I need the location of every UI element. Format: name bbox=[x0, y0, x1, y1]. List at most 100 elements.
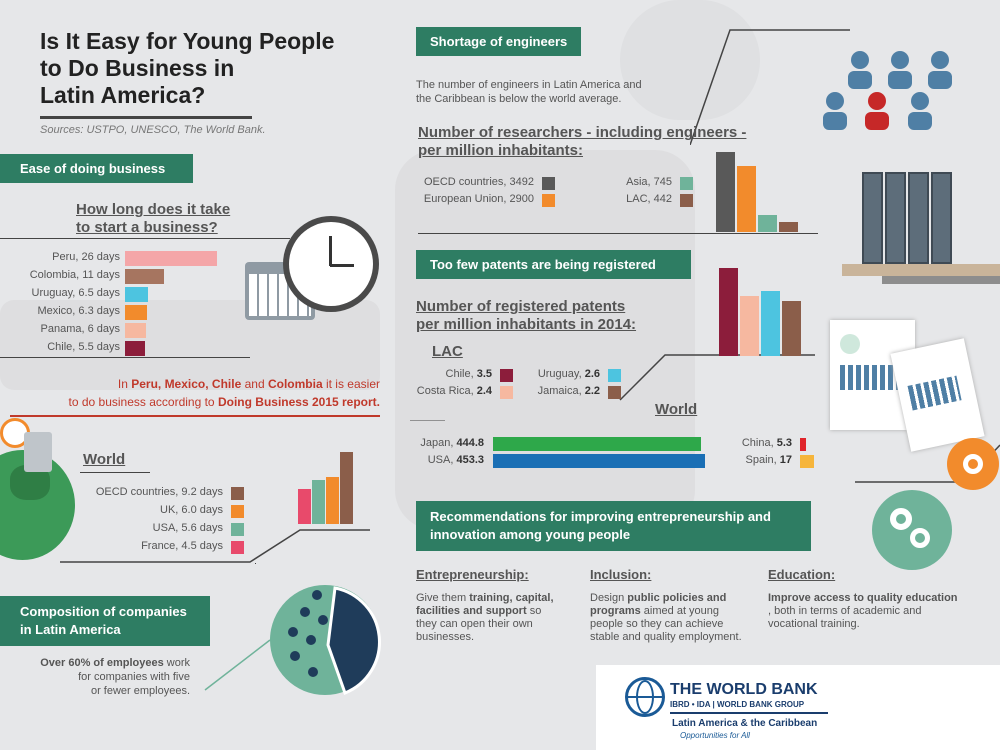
bar-label: Chile, 5.5 days bbox=[47, 341, 120, 353]
rec-line: they can open their own bbox=[416, 618, 533, 630]
shelf-icon bbox=[842, 264, 1000, 276]
patents-heading: Number of registered patents per million… bbox=[416, 298, 636, 334]
bar-label: USA, 5.6 days bbox=[152, 522, 223, 534]
heading-line: per million inhabitants in 2014: bbox=[416, 316, 637, 333]
binder bbox=[885, 172, 906, 264]
world-label: USA, 453.3 bbox=[427, 454, 484, 466]
rec-line: stable and quality employment. bbox=[590, 631, 742, 643]
engineers-icons bbox=[690, 29, 952, 145]
ease-bar bbox=[125, 341, 145, 356]
rec-text: Improve access to quality education, bot… bbox=[768, 592, 978, 631]
world-heading: World bbox=[83, 451, 126, 468]
legend-swatch bbox=[231, 505, 244, 518]
rec-line: people so they can achieve bbox=[590, 618, 724, 630]
legend-swatch bbox=[542, 194, 555, 207]
world-label: Japan, 444.8 bbox=[420, 437, 484, 449]
legend-label: Costa Rica, 2.4 bbox=[416, 385, 492, 397]
bar-label: UK, 6.0 days bbox=[160, 504, 223, 516]
researchers-bar bbox=[779, 221, 798, 232]
patents-world-bar bbox=[493, 454, 705, 468]
tag-line: Composition of companies bbox=[20, 604, 187, 619]
ease-note: In Peru, Mexico, Chile and Colombia it i… bbox=[20, 375, 380, 411]
patents-world-heading: World bbox=[655, 401, 698, 418]
title-line: Is It Easy for Young People bbox=[40, 28, 335, 54]
legend-label: Uruguay, 2.6 bbox=[537, 368, 600, 380]
world-bar bbox=[298, 488, 311, 524]
rec-line: Give them training, capital, bbox=[416, 592, 554, 604]
section-tag-composition: Composition of companies in Latin Americ… bbox=[0, 596, 210, 646]
world-label: China, 5.3 bbox=[741, 437, 792, 449]
patents-world-bar bbox=[800, 438, 806, 451]
binder bbox=[908, 172, 929, 264]
legend-swatch bbox=[680, 194, 693, 207]
rec-line: vocational training. bbox=[768, 618, 860, 630]
world-bar bbox=[326, 477, 339, 524]
ease-bar bbox=[125, 287, 148, 302]
heading-line: to start a business? bbox=[76, 219, 218, 236]
bar-label: Peru, 26 days bbox=[52, 251, 120, 263]
researchers-bar bbox=[716, 152, 735, 232]
gear-icon bbox=[947, 438, 999, 490]
world-label: Spain, 17 bbox=[745, 454, 793, 466]
world-bar bbox=[340, 452, 353, 524]
legend-swatch bbox=[231, 523, 244, 536]
legend-swatch bbox=[608, 386, 621, 399]
rec-text: Design public policies and programs aimed… bbox=[590, 592, 760, 644]
section-tag-patents: Too few patents are being registered bbox=[416, 250, 691, 279]
gears-icon bbox=[872, 490, 952, 570]
desc-line: the Caribbean is below the world average… bbox=[416, 93, 622, 105]
footer bbox=[596, 665, 1000, 750]
rec-line: facilities and support so bbox=[416, 605, 542, 617]
legend-swatch bbox=[500, 386, 513, 399]
bar-label: OECD countries, 9.2 days bbox=[95, 486, 223, 498]
rec-line: programs aimed at young bbox=[590, 605, 720, 617]
rec-heading: Education: bbox=[768, 567, 836, 582]
legend-swatch bbox=[500, 369, 513, 382]
legend-label: European Union, 2900 bbox=[423, 193, 534, 205]
legend-swatch bbox=[680, 177, 693, 190]
lac-bar bbox=[740, 295, 759, 356]
legend-swatch bbox=[231, 541, 244, 554]
heading-line: Number of registered patents bbox=[416, 298, 626, 315]
world-bank-tagline: Opportunities for All bbox=[680, 731, 750, 740]
researchers-bar bbox=[758, 214, 777, 232]
legend-swatch bbox=[231, 487, 244, 500]
bar-label: Mexico, 6.3 days bbox=[37, 305, 120, 317]
tag-line: Recommendations for improving entreprene… bbox=[430, 509, 771, 524]
legend-label: Asia, 745 bbox=[626, 176, 672, 188]
legend-label: Chile, 3.5 bbox=[445, 368, 492, 380]
binder bbox=[862, 172, 883, 264]
legend-swatch bbox=[608, 369, 621, 382]
composition-line: or fewer employees. bbox=[90, 685, 190, 697]
ease-heading: How long does it take to start a busines… bbox=[76, 201, 230, 237]
ease-bar bbox=[125, 269, 164, 284]
legend-label: LAC, 442 bbox=[626, 193, 672, 205]
tag-line: innovation among young people bbox=[430, 527, 631, 542]
section-tag-ease: Ease of doing business bbox=[0, 154, 193, 183]
rec-text: Give them training, capital, facilities a… bbox=[416, 592, 586, 644]
heading-line: Number of researchers - including engine… bbox=[418, 124, 747, 141]
ease-bar bbox=[125, 305, 148, 320]
world-bar bbox=[312, 480, 325, 524]
world-bank-name: THE WORLD BANK bbox=[670, 681, 818, 698]
world-bank-logo-icon bbox=[625, 677, 665, 717]
ease-bar bbox=[125, 323, 147, 338]
ease-bar bbox=[125, 251, 217, 266]
bar-label: Panama, 6 days bbox=[40, 323, 121, 335]
bar-label: France, 4.5 days bbox=[141, 540, 223, 552]
composition-text: Over 60% of employees work for companies… bbox=[20, 656, 190, 698]
lac-heading: LAC bbox=[432, 343, 463, 360]
lac-bar bbox=[719, 268, 738, 356]
researchers-bar bbox=[737, 165, 756, 232]
patents-world-bar bbox=[800, 455, 814, 468]
clock-icon bbox=[283, 216, 379, 312]
legend-swatch bbox=[542, 177, 555, 190]
rec-line: Design public policies and bbox=[590, 592, 727, 604]
rec-line: , both in terms of academic and bbox=[768, 605, 922, 617]
rec-line: businesses. bbox=[416, 631, 475, 643]
page-title: Is It Easy for Young People to Do Busine… bbox=[40, 28, 334, 109]
desc-line: The number of engineers in Latin America… bbox=[416, 79, 642, 91]
lac-bar bbox=[782, 300, 801, 356]
lac-bar bbox=[761, 290, 780, 356]
composition-line: Over 60% of employees work bbox=[40, 657, 190, 669]
